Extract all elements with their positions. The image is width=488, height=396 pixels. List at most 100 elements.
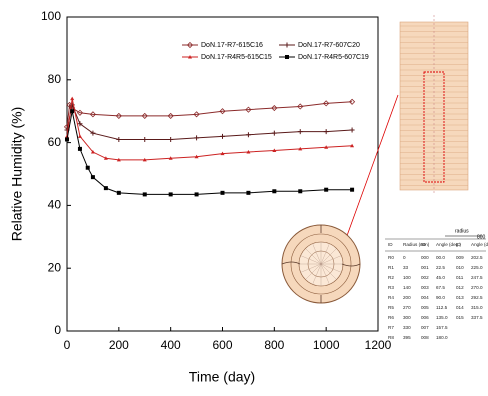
marker — [90, 150, 95, 154]
marker — [89, 111, 96, 118]
marker — [194, 154, 199, 159]
marker — [323, 129, 329, 135]
table-cell: 330 — [403, 325, 411, 330]
table-cell: 140 — [403, 285, 411, 290]
marker — [85, 165, 90, 170]
table-cell: 135.0 — [436, 315, 448, 320]
table-cell: 014 — [456, 305, 464, 310]
table-cell: 015 — [456, 315, 464, 320]
series-line — [66, 101, 353, 127]
marker — [298, 189, 303, 194]
table-cell: 013 — [456, 295, 464, 300]
table-cell: 000 — [421, 255, 429, 260]
marker — [116, 190, 121, 195]
table-cell: R7 — [388, 325, 394, 330]
cylinder-inset — [399, 15, 469, 195]
marker — [272, 148, 277, 152]
table-cell: 22.5 — [436, 265, 445, 270]
table-cell: 67.5 — [436, 285, 445, 290]
marker — [350, 143, 355, 148]
table-cell: 157.5 — [436, 325, 448, 330]
marker — [70, 96, 75, 101]
table-header: ID — [421, 242, 426, 247]
table-cell: 010 — [456, 265, 464, 270]
marker — [271, 104, 278, 112]
y-tick-label: 0 — [54, 323, 61, 337]
table-cell: 002 — [421, 275, 429, 280]
table-cell: 90.0 — [436, 295, 445, 300]
marker — [246, 190, 251, 195]
legend-label: DoN.17-R4R5-615C15 — [201, 54, 272, 61]
marker — [350, 187, 355, 192]
y-tick-label: 40 — [48, 198, 62, 212]
table-header: Angle (deg.) — [471, 242, 488, 247]
table-cell: 180.0 — [436, 335, 448, 340]
marker — [116, 157, 121, 162]
marker — [245, 132, 251, 138]
marker — [168, 156, 173, 160]
marker — [323, 100, 330, 107]
marker — [65, 137, 69, 142]
marker — [349, 98, 356, 105]
marker — [167, 112, 174, 119]
cross-section-inset — [281, 224, 361, 304]
series-line — [66, 103, 353, 140]
marker — [220, 151, 225, 156]
marker — [194, 135, 200, 141]
marker — [272, 189, 277, 194]
marker — [141, 112, 148, 119]
table-cell: R8 — [388, 335, 394, 340]
marker — [324, 187, 329, 192]
marker — [285, 55, 289, 59]
x-tick-label: 1200 — [365, 338, 392, 352]
callout-line — [339, 94, 399, 256]
table-cell: 45.0 — [436, 275, 445, 280]
radius-value: 800 — [477, 234, 486, 240]
table-cell: 007 — [421, 325, 429, 330]
y-tick-label: 20 — [48, 260, 62, 274]
marker — [116, 136, 122, 142]
table-cell: 012 — [456, 285, 464, 290]
table-cell: R6 — [388, 315, 394, 320]
marker — [168, 192, 173, 197]
table-cell: 112.5 — [436, 305, 448, 310]
table-cell: R3 — [388, 285, 394, 290]
table-cell: R1 — [388, 265, 394, 270]
marker — [349, 127, 355, 133]
marker — [90, 130, 96, 136]
marker — [76, 109, 84, 116]
table-cell: 004 — [421, 295, 429, 300]
marker — [193, 111, 200, 118]
table-cell: R2 — [388, 275, 394, 280]
series-line — [66, 111, 353, 195]
table-cell: 009 — [456, 255, 464, 260]
marker — [246, 150, 251, 154]
table-cell: 270.0 — [471, 285, 483, 290]
x-tick-label: 600 — [212, 338, 232, 352]
marker — [103, 156, 108, 160]
marker — [271, 130, 277, 136]
radius-label: radius — [455, 228, 469, 234]
marker — [194, 192, 199, 197]
table-cell: 337.5 — [471, 315, 483, 320]
table-cell: 008 — [421, 335, 429, 340]
marker — [115, 112, 122, 119]
marker — [219, 108, 226, 115]
table-cell: 100 — [403, 275, 411, 280]
table-cell: 00.0 — [436, 255, 445, 260]
marker — [298, 146, 303, 151]
table-header: ID — [388, 242, 393, 247]
x-tick-label: 200 — [109, 338, 129, 352]
marker — [77, 121, 83, 127]
marker — [142, 192, 147, 197]
marker — [103, 186, 108, 191]
legend-label: DoN.17-R7-615C16 — [201, 42, 263, 49]
marker — [186, 41, 194, 49]
x-axis-label: Time (day) — [189, 369, 255, 385]
table-cell: 33 — [403, 265, 409, 270]
marker — [188, 55, 192, 59]
table-cell: R4 — [388, 295, 394, 300]
marker — [297, 129, 303, 135]
marker — [77, 134, 82, 138]
